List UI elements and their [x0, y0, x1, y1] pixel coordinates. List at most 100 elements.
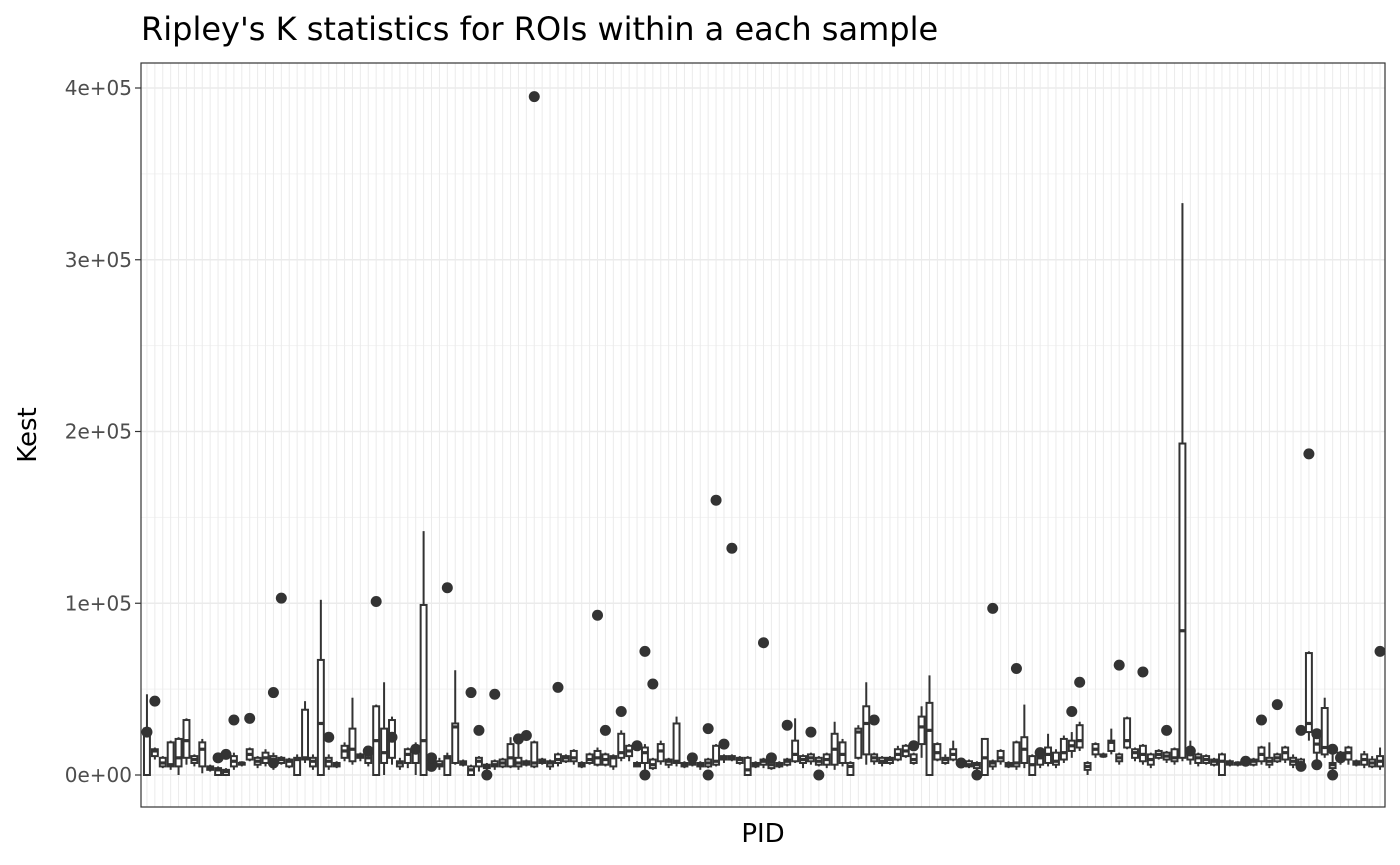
box-128: [1146, 752, 1155, 769]
box-146: [1289, 754, 1298, 769]
box-38: [435, 757, 444, 770]
box-body: [198, 741, 207, 768]
box-79: [758, 637, 769, 769]
y-tick-label: 2e+05: [65, 420, 132, 444]
box-43: [473, 724, 485, 772]
outlier-point: [639, 645, 651, 657]
box-body: [656, 743, 665, 763]
box-22: [308, 754, 317, 770]
y-axis: 0e+00 1e+05 2e+05 3e+05 4e+05: [65, 76, 141, 787]
box-100: [925, 675, 934, 776]
outlier-point: [599, 724, 611, 736]
box-body: [925, 701, 934, 776]
box-body: [712, 744, 721, 766]
outlier-point: [244, 712, 256, 724]
outlier-point: [758, 637, 769, 649]
box-body: [285, 758, 294, 768]
box-18: [275, 592, 287, 765]
outlier-point: [615, 705, 627, 717]
box-148: [1303, 448, 1315, 741]
box-53: [552, 681, 564, 767]
box-101: [933, 742, 942, 762]
outlier-point: [149, 695, 161, 707]
box-105: [965, 759, 973, 769]
box-28: [356, 752, 365, 762]
panel-border: [140, 62, 1386, 808]
box-56: [577, 761, 586, 769]
outlier-point: [955, 757, 967, 769]
box-body: [506, 743, 515, 768]
y-tick-label: 3e+05: [65, 248, 132, 272]
box-76: [735, 756, 744, 765]
box-88: [830, 721, 839, 770]
box-23: [316, 599, 325, 776]
box-8: [198, 738, 207, 774]
box-body: [301, 708, 310, 761]
box-body: [609, 755, 618, 768]
outlier-point: [813, 769, 825, 781]
box-body: [791, 739, 800, 763]
box-9: [206, 764, 215, 772]
box-141: [1249, 757, 1258, 767]
box-49: [520, 729, 532, 767]
outlier-point: [1327, 743, 1339, 755]
outlier-point: [592, 609, 604, 621]
outlier-point: [805, 726, 817, 738]
box-45: [489, 688, 501, 770]
outlier-point: [267, 757, 279, 769]
box-118: [1066, 705, 1078, 758]
box-17: [267, 687, 279, 770]
box-80: [765, 752, 777, 770]
outlier-point: [520, 729, 532, 741]
outlier-point: [971, 769, 983, 781]
box-86: [813, 756, 825, 781]
box-44: [481, 762, 493, 781]
outlier-point: [1271, 699, 1283, 711]
box-155: [1360, 750, 1369, 769]
box-98: [908, 740, 920, 765]
box-150: [1320, 697, 1329, 758]
box-95: [886, 756, 894, 765]
box-50: [528, 91, 540, 769]
box-body: [617, 732, 626, 759]
outlier-point: [686, 752, 698, 764]
box-body: [348, 727, 357, 763]
box-107: [980, 737, 989, 776]
box-body: [419, 603, 428, 777]
outlier-point: [228, 714, 240, 726]
x-axis-title: PID: [741, 819, 784, 849]
box-body: [1170, 748, 1179, 763]
box-58: [592, 609, 604, 767]
outlier-point: [441, 582, 453, 594]
box-117: [1059, 735, 1068, 763]
box-52: [546, 759, 555, 770]
box-body: [862, 705, 871, 756]
box-110: [1004, 761, 1013, 769]
box-103: [949, 740, 958, 762]
box-132: [1178, 203, 1187, 762]
box-body: [854, 727, 863, 759]
box-5: [174, 737, 183, 775]
outlier-point: [1311, 759, 1323, 771]
box-114: [1034, 747, 1046, 769]
outlier-point: [528, 91, 540, 103]
box-112: [1020, 704, 1029, 769]
box-131: [1170, 747, 1179, 765]
outlier-point: [1240, 755, 1252, 767]
box-body: [166, 741, 175, 768]
box-body: [1012, 741, 1021, 768]
box-body: [451, 722, 460, 764]
outlier-point: [702, 723, 714, 735]
box-154: [1352, 759, 1361, 767]
outlier-point: [465, 687, 477, 699]
box-body: [1304, 652, 1313, 734]
box-25: [332, 761, 341, 769]
box-78: [751, 761, 760, 769]
box-147: [1295, 724, 1307, 772]
box-24: [323, 731, 335, 770]
box-29: [362, 745, 374, 767]
box-69: [680, 761, 689, 769]
box-82: [781, 719, 793, 767]
box-body: [380, 727, 389, 764]
